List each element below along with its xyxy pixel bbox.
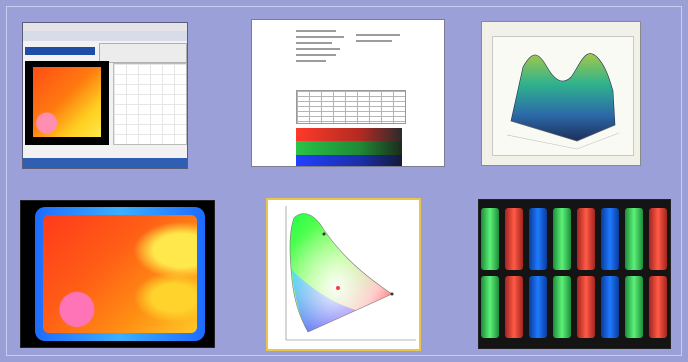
data-table xyxy=(296,90,406,124)
thermal-preview xyxy=(25,61,109,145)
text-line xyxy=(296,36,344,38)
text-line xyxy=(356,34,400,36)
pixel-row xyxy=(481,276,669,338)
menubar xyxy=(23,23,187,31)
3d-surface-plot-thumb[interactable] xyxy=(481,21,641,166)
surface-plot xyxy=(506,53,620,150)
image-panel-title xyxy=(25,47,95,55)
report-document-thumb[interactable] xyxy=(251,19,445,167)
red-band xyxy=(296,128,402,142)
text-line xyxy=(296,30,336,32)
text-line xyxy=(296,48,340,50)
pixel-row xyxy=(481,208,669,270)
color-bands xyxy=(296,128,402,166)
pixel-stripes-thumb[interactable] xyxy=(478,199,671,349)
cie-diagram xyxy=(285,206,416,341)
text-line xyxy=(356,40,392,42)
text-line xyxy=(296,60,326,62)
taskbar xyxy=(23,158,187,168)
software-window-thumb[interactable] xyxy=(22,22,188,169)
thermal-heat-map xyxy=(43,215,197,333)
cie-chromaticity-thumb[interactable] xyxy=(266,198,421,351)
graph-panel xyxy=(113,63,187,145)
text-line xyxy=(296,42,332,44)
toolbar xyxy=(23,31,187,41)
text-line xyxy=(296,54,336,56)
blue-band xyxy=(296,154,402,166)
green-band xyxy=(296,141,402,155)
control-panel xyxy=(99,43,187,63)
plot-area xyxy=(492,36,634,156)
thermal-map-thumb[interactable] xyxy=(20,200,215,348)
